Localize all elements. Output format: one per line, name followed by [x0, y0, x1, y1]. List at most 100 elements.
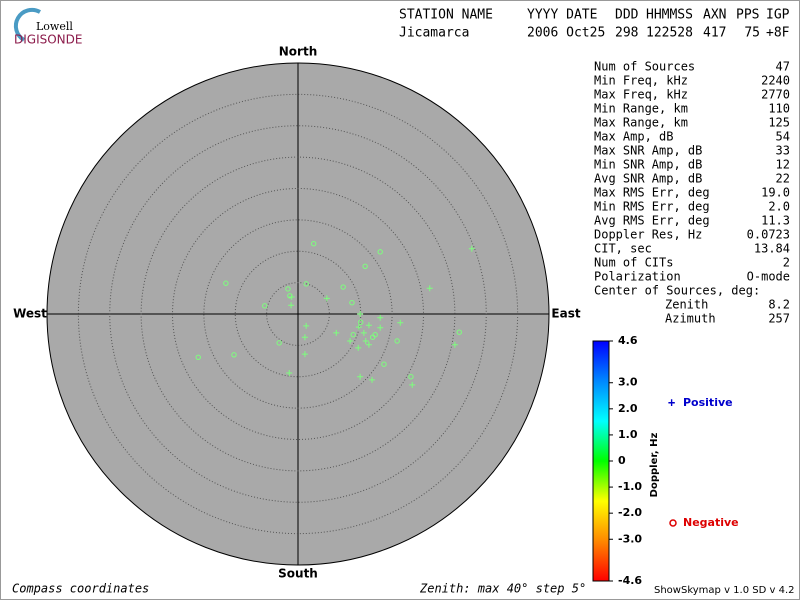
header-value: 298 — [615, 26, 638, 41]
stat-value: 19.0 — [761, 186, 790, 200]
stat-value: 110 — [768, 102, 790, 116]
source-plus — [360, 329, 367, 336]
stat-label: Max Range, km — [594, 116, 688, 130]
source-circle — [377, 249, 383, 255]
stat-value: 33 — [776, 144, 790, 158]
colorbar-tick-label: -2.0 — [618, 506, 642, 519]
stat-value: 2240 — [761, 74, 790, 88]
stat-value: 13.84 — [754, 242, 790, 256]
source-plus — [333, 329, 340, 336]
source-circle — [287, 293, 293, 299]
ring — [203, 219, 393, 409]
colorbar-tick-label: -4.6 — [618, 574, 642, 587]
colorbar-tick-label: 2.0 — [618, 402, 638, 415]
header-value: 417 — [703, 26, 726, 41]
logo-top: Lowell — [36, 20, 73, 33]
header-column: IGP — [766, 8, 790, 23]
stat-label: Num of Sources — [594, 60, 695, 74]
stat-value: 11.3 — [761, 214, 790, 228]
east-label: East — [551, 307, 580, 321]
header-value: 122528 — [646, 26, 693, 41]
stat-label: Min RMS Err, deg — [594, 200, 710, 214]
center-value: 8.2 — [768, 298, 790, 312]
stat-label: Doppler Res, Hz — [594, 228, 702, 242]
stat-label: Num of CITs — [594, 256, 673, 270]
ring — [77, 93, 519, 535]
stat-label: Max Freq, kHz — [594, 88, 688, 102]
stat-label: Max SNR Amp, dB — [594, 144, 702, 158]
source-plus — [426, 285, 433, 292]
source-plus — [468, 245, 475, 252]
source-plus — [355, 344, 362, 351]
source-plus — [286, 369, 293, 376]
footer-right: ShowSkymap v 1.0 SD v 4.2 — [654, 585, 794, 596]
stat-label: Min Range, km — [594, 102, 688, 116]
stat-value: 12 — [776, 158, 790, 172]
source-plus — [323, 295, 330, 302]
logo-swoosh — [13, 7, 41, 42]
colorbar — [592, 340, 610, 582]
colorbar-tick-label: 4.6 — [618, 334, 638, 347]
source-circle — [303, 281, 309, 287]
stat-label: Max Amp, dB — [594, 130, 673, 144]
stat-value: O-mode — [747, 270, 790, 284]
source-plus — [362, 337, 369, 344]
source-plus — [303, 322, 310, 329]
footer-left: Compass coordinates — [12, 582, 149, 596]
header-value: Jicamarca — [399, 26, 469, 41]
stat-value: 2770 — [761, 88, 790, 102]
source-plus — [301, 351, 308, 358]
colorbar-label: Doppler, Hz — [649, 433, 660, 498]
stat-label: Avg RMS Err, deg — [594, 214, 710, 228]
source-plus — [369, 376, 376, 383]
source-circle — [310, 241, 317, 247]
stat-label: Avg SNR Amp, dB — [594, 172, 702, 186]
center-title: Center of Sources, deg: — [594, 284, 760, 298]
center-label: Zenith — [665, 298, 708, 312]
source-plus — [301, 334, 308, 341]
stat-value: 0.0723 — [747, 228, 790, 242]
header-column: HHMMSS — [646, 8, 693, 23]
source-circle — [456, 329, 462, 335]
source-circle — [231, 352, 237, 358]
source-circle — [394, 338, 400, 344]
legend-plus: + — [668, 396, 675, 410]
header-column: DDD — [615, 8, 639, 23]
logo-bottom: DIGISONDE — [14, 33, 82, 47]
legend-label: Positive — [683, 396, 733, 409]
source-circle — [349, 300, 355, 306]
stat-label: Max RMS Err, deg — [594, 186, 710, 200]
source-plus — [397, 319, 404, 326]
source-circle — [362, 263, 368, 270]
source-plus — [451, 341, 458, 348]
source-plus — [357, 373, 364, 380]
ring — [140, 156, 456, 472]
header-value: +8F — [766, 26, 790, 41]
header-column: PPS — [736, 8, 759, 23]
west-label: West — [13, 307, 47, 321]
source-circle — [369, 334, 376, 340]
stat-value: 2.0 — [768, 200, 790, 214]
center-value: 257 — [768, 312, 790, 326]
ring — [109, 125, 487, 503]
ring — [266, 282, 330, 346]
source-circle — [381, 361, 387, 367]
stat-label: Polarization — [594, 270, 681, 284]
header-value: 2006 Oct25 — [527, 26, 605, 41]
source-circle — [262, 303, 268, 309]
stat-value: 22 — [776, 172, 790, 186]
source-plus — [377, 324, 384, 331]
source-plus — [409, 381, 416, 388]
header-column: STATION NAME — [399, 8, 493, 23]
footer-mid: Zenith: max 40° step 5° — [419, 582, 586, 596]
header-column: AXN — [703, 8, 726, 23]
colorbar-tick-label: -1.0 — [618, 480, 642, 493]
stat-value: 54 — [776, 130, 790, 144]
north-label: North — [279, 45, 317, 59]
stat-value: 2 — [783, 256, 790, 270]
source-plus — [365, 341, 372, 348]
source-circle — [285, 286, 291, 292]
colorbar-tick-label: 1.0 — [618, 428, 638, 441]
source-plus — [377, 314, 384, 321]
center-label: Azimuth — [665, 312, 716, 326]
